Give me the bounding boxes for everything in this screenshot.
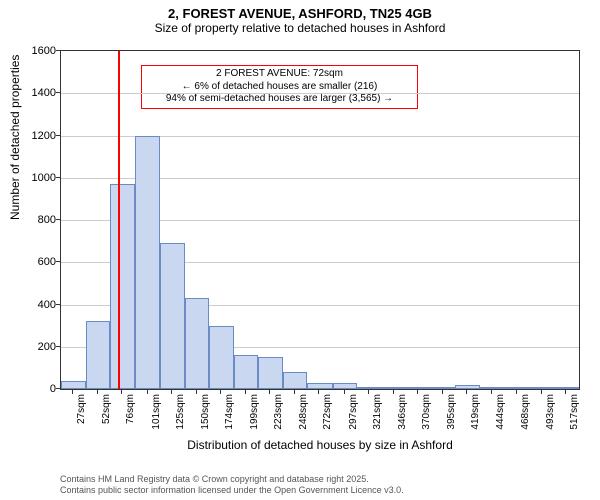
- x-tick-mark: [442, 390, 443, 394]
- histogram-bar: [135, 136, 159, 390]
- histogram-bar: [234, 355, 258, 389]
- y-tick-mark: [56, 261, 60, 262]
- y-tick-label: 800: [16, 214, 56, 226]
- x-tick-label: 101sqm: [151, 394, 162, 430]
- x-tick-mark: [72, 390, 73, 394]
- y-tick-label: 1400: [16, 87, 56, 99]
- y-tick-label: 600: [16, 256, 56, 268]
- x-tick-mark: [294, 390, 295, 394]
- x-tick-mark: [541, 390, 542, 394]
- x-tick-label: 125sqm: [175, 394, 186, 430]
- histogram-bar: [480, 387, 504, 389]
- y-tick-mark: [56, 177, 60, 178]
- chart-container: Number of detached properties 2 FOREST A…: [0, 40, 600, 440]
- histogram-bar: [209, 326, 234, 389]
- x-tick-label: 321sqm: [372, 394, 383, 430]
- x-tick-mark: [269, 390, 270, 394]
- y-tick-mark: [56, 92, 60, 93]
- histogram-bar: [110, 184, 135, 389]
- footer-attribution: Contains HM Land Registry data © Crown c…: [60, 474, 404, 497]
- histogram-bar: [382, 387, 406, 389]
- y-tick-mark: [56, 388, 60, 389]
- histogram-bar: [406, 387, 431, 389]
- footer-line1: Contains HM Land Registry data © Crown c…: [60, 474, 404, 485]
- annotation-box: 2 FOREST AVENUE: 72sqm ← 6% of detached …: [141, 65, 418, 109]
- chart-title-sub: Size of property relative to detached ho…: [0, 21, 600, 39]
- gridline: [61, 93, 579, 94]
- x-tick-label: 76sqm: [125, 394, 136, 424]
- x-tick-mark: [196, 390, 197, 394]
- x-tick-label: 395sqm: [446, 394, 457, 430]
- x-tick-mark: [344, 390, 345, 394]
- x-tick-label: 468sqm: [520, 394, 531, 430]
- histogram-bar: [554, 387, 579, 389]
- x-tick-mark: [393, 390, 394, 394]
- x-tick-mark: [516, 390, 517, 394]
- annotation-line3: 94% of semi-detached houses are larger (…: [147, 93, 412, 106]
- x-tick-mark: [417, 390, 418, 394]
- histogram-bar: [86, 321, 110, 389]
- x-tick-label: 517sqm: [569, 394, 580, 430]
- x-tick-label: 27sqm: [76, 394, 87, 424]
- x-tick-label: 444sqm: [495, 394, 506, 430]
- x-tick-label: 346sqm: [397, 394, 408, 430]
- histogram-bar: [61, 381, 86, 389]
- x-tick-mark: [97, 390, 98, 394]
- x-tick-mark: [491, 390, 492, 394]
- x-tick-label: 223sqm: [273, 394, 284, 430]
- x-tick-mark: [245, 390, 246, 394]
- x-tick-label: 297sqm: [348, 394, 359, 430]
- y-tick-mark: [56, 135, 60, 136]
- x-tick-mark: [565, 390, 566, 394]
- y-tick-label: 200: [16, 341, 56, 353]
- y-tick-mark: [56, 219, 60, 220]
- x-tick-label: 52sqm: [101, 394, 112, 424]
- histogram-bar: [333, 383, 357, 389]
- reference-line: [118, 51, 120, 389]
- x-tick-mark: [220, 390, 221, 394]
- y-tick-label: 1200: [16, 130, 56, 142]
- x-tick-label: 150sqm: [200, 394, 211, 430]
- y-tick-mark: [56, 50, 60, 51]
- x-tick-mark: [171, 390, 172, 394]
- x-tick-mark: [466, 390, 467, 394]
- x-tick-label: 419sqm: [470, 394, 481, 430]
- histogram-bar: [160, 243, 185, 389]
- y-tick-mark: [56, 346, 60, 347]
- histogram-bar: [185, 298, 209, 389]
- y-tick-label: 1600: [16, 45, 56, 57]
- annotation-line2: ← 6% of detached houses are smaller (216…: [147, 81, 412, 94]
- x-tick-label: 248sqm: [298, 394, 309, 430]
- x-tick-label: 199sqm: [249, 394, 260, 430]
- plot-area: 2 FOREST AVENUE: 72sqm ← 6% of detached …: [60, 50, 580, 390]
- histogram-bar: [505, 387, 530, 389]
- histogram-bar: [357, 387, 382, 389]
- histogram-bar: [258, 357, 283, 389]
- x-tick-mark: [121, 390, 122, 394]
- y-tick-mark: [56, 304, 60, 305]
- y-tick-label: 1000: [16, 172, 56, 184]
- histogram-bar: [307, 383, 332, 389]
- x-tick-mark: [147, 390, 148, 394]
- x-tick-mark: [318, 390, 319, 394]
- chart-title-main: 2, FOREST AVENUE, ASHFORD, TN25 4GB: [0, 0, 600, 21]
- y-tick-label: 400: [16, 299, 56, 311]
- annotation-line1: 2 FOREST AVENUE: 72sqm: [147, 68, 412, 81]
- footer-line2: Contains public sector information licen…: [60, 485, 404, 496]
- x-axis-title: Distribution of detached houses by size …: [60, 438, 580, 452]
- x-tick-label: 493sqm: [545, 394, 556, 430]
- histogram-bar: [530, 387, 554, 389]
- histogram-bar: [455, 385, 480, 389]
- x-tick-label: 174sqm: [224, 394, 235, 430]
- x-tick-label: 370sqm: [421, 394, 432, 430]
- x-tick-mark: [368, 390, 369, 394]
- histogram-bar: [431, 387, 455, 389]
- y-tick-label: 0: [16, 383, 56, 395]
- x-tick-label: 272sqm: [322, 394, 333, 430]
- histogram-bar: [283, 372, 307, 389]
